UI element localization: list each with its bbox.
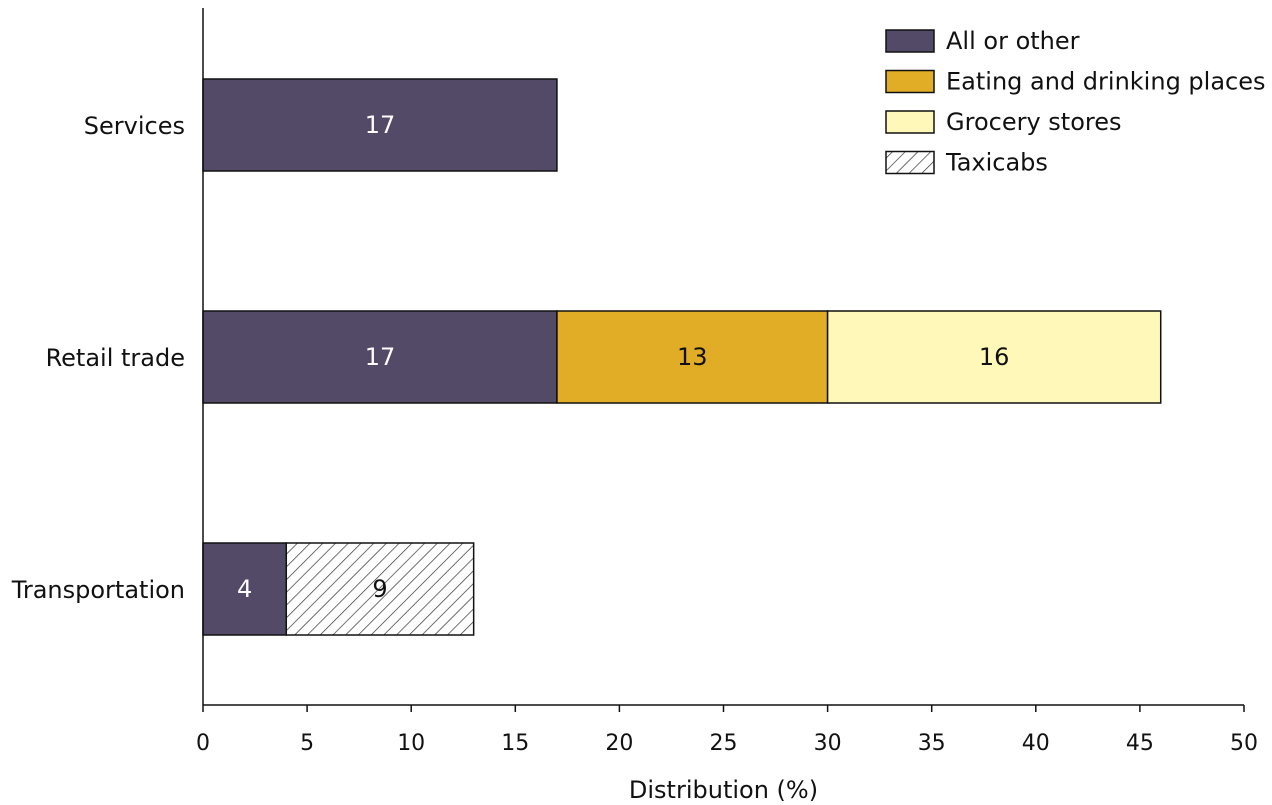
bar-transportation-all-or-other — [202, 542, 288, 636]
x-axis-title: Distribution (%) — [629, 776, 818, 804]
bar-transportation-taxicabs — [285, 542, 475, 636]
bar-retail-trade-grocery-stores — [826, 310, 1162, 404]
x-tick-label: 45 — [1126, 731, 1154, 756]
data-label-transportation-all-or-other: 4 — [237, 575, 252, 603]
bars-group: 17 17 13 16 4 9 — [202, 78, 1162, 636]
x-tick-label: 50 — [1230, 731, 1258, 756]
x-tick-label: 35 — [918, 731, 946, 756]
x-tick-label: 40 — [1022, 731, 1050, 756]
bar-services-all-or-other — [202, 78, 558, 172]
bar-retail-trade-all-or-other — [202, 310, 558, 404]
x-tick-label: 20 — [605, 731, 633, 756]
legend-swatch-taxicabs — [885, 150, 935, 175]
axes-group: 0 5 10 15 20 25 30 35 40 45 50 Services Retail trade… — [11, 8, 1258, 804]
data-label-retail-trade-eating-and-drinking-places: 13 — [677, 343, 708, 371]
x-tick-label: 15 — [501, 731, 529, 756]
legend-swatch-eating-and-drinking-places — [885, 69, 935, 94]
legend-label-eating-and-drinking-places: Eating and drinking places — [946, 68, 1266, 96]
category-label-retail-trade: Retail trade — [46, 344, 185, 372]
x-tick-label: 0 — [196, 731, 210, 756]
legend-label-all-or-other: All or other — [946, 27, 1080, 55]
data-label-services-all-or-other: 17 — [365, 111, 396, 139]
legend-swatch-all-or-other — [885, 29, 935, 53]
x-tick-label: 25 — [710, 731, 738, 756]
x-tick-label: 10 — [397, 731, 425, 756]
data-label-retail-trade-grocery-stores: 16 — [979, 343, 1010, 371]
legend-swatch-grocery-stores — [885, 110, 935, 134]
data-label-retail-trade-all-or-other: 17 — [365, 343, 396, 371]
legend: All or other Eating and drinking places Gr… — [885, 27, 1266, 177]
x-tick-label: 5 — [300, 731, 314, 756]
legend-label-grocery-stores: Grocery stores — [946, 108, 1122, 136]
category-label-transportation: Transportation — [11, 576, 185, 604]
legend-label-taxicabs: Taxicabs — [945, 149, 1048, 177]
x-tick-label: 30 — [814, 731, 842, 756]
category-label-services: Services — [84, 112, 185, 140]
data-label-transportation-taxicabs: 9 — [372, 575, 387, 603]
